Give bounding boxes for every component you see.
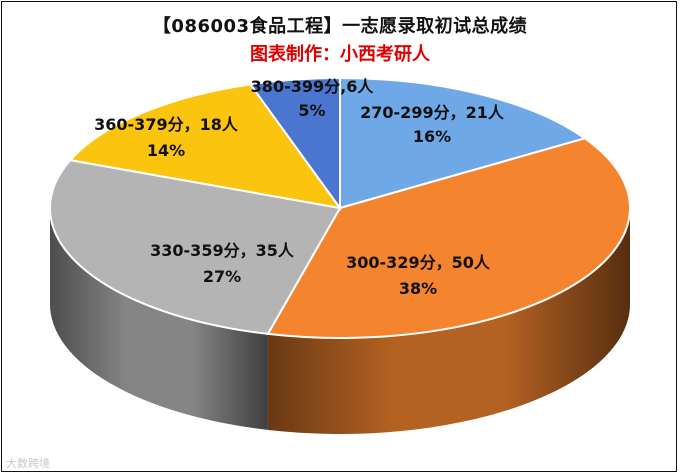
pie-slice-2 <box>49 159 342 335</box>
pie-slice-0 <box>339 76 588 210</box>
pie-side-shade-1 <box>267 208 630 434</box>
slice-percent-2: 27% <box>203 267 241 286</box>
slice-label-3: 360-379分，18人 <box>94 115 239 134</box>
slice-label-0: 270-299分，21人 <box>360 103 505 122</box>
slice-percent-0: 16% <box>413 127 451 146</box>
pie-slice-1 <box>266 137 631 339</box>
slice-percent-4: 5% <box>298 101 325 120</box>
chart-title: 【086003食品工程】一志愿录取初试总成绩 <box>152 16 528 37</box>
watermark: 大数跨境 <box>6 457 50 470</box>
slice-percent-1: 38% <box>399 279 437 298</box>
pie-slice-4 <box>248 76 341 212</box>
chart-subtitle: 图表制作：小西考研人 <box>250 44 430 65</box>
slice-label-2: 330-359分，35人 <box>150 241 295 260</box>
slice-label-1: 300-329分，50人 <box>346 253 491 272</box>
pie-side-shade-2 <box>50 208 268 430</box>
slice-label-4: 380-399分,6人 <box>251 77 375 96</box>
slice-percent-3: 14% <box>147 141 185 160</box>
